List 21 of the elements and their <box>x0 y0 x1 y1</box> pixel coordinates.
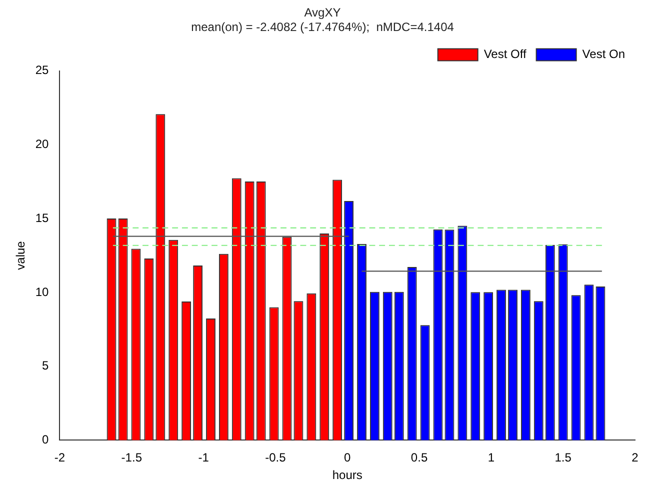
x-tick-label: 1 <box>488 450 495 465</box>
x-tick-label: -2 <box>54 450 66 465</box>
legend-label: Vest On <box>582 47 626 62</box>
y-tick-label: 5 <box>42 358 50 373</box>
y-tick-label: 15 <box>35 210 50 225</box>
x-tick-label: -1 <box>198 450 210 465</box>
x-tick-label: 2 <box>632 450 639 465</box>
y-tick-label: 20 <box>35 136 50 151</box>
chart-subtitle: mean(on) = -2.4082 (-17.4764%); nMDC=4.1404 <box>191 20 454 34</box>
y-tick-label: 25 <box>35 63 50 78</box>
chart-title: AvgXY <box>304 6 341 20</box>
x-tick-label: 0 <box>344 450 352 465</box>
x-tick-label: -1.5 <box>121 450 142 465</box>
x-tick-label: -0.5 <box>265 450 286 465</box>
y-tick-label: 0 <box>42 432 50 447</box>
x-axis-title: hours <box>332 468 362 482</box>
x-tick-label: 1.5 <box>554 450 572 465</box>
x-tick-label: 0.5 <box>410 450 428 465</box>
y-axis-title: value <box>14 240 28 270</box>
y-tick-label: 10 <box>35 284 50 299</box>
legend-label: Vest Off <box>484 47 527 62</box>
